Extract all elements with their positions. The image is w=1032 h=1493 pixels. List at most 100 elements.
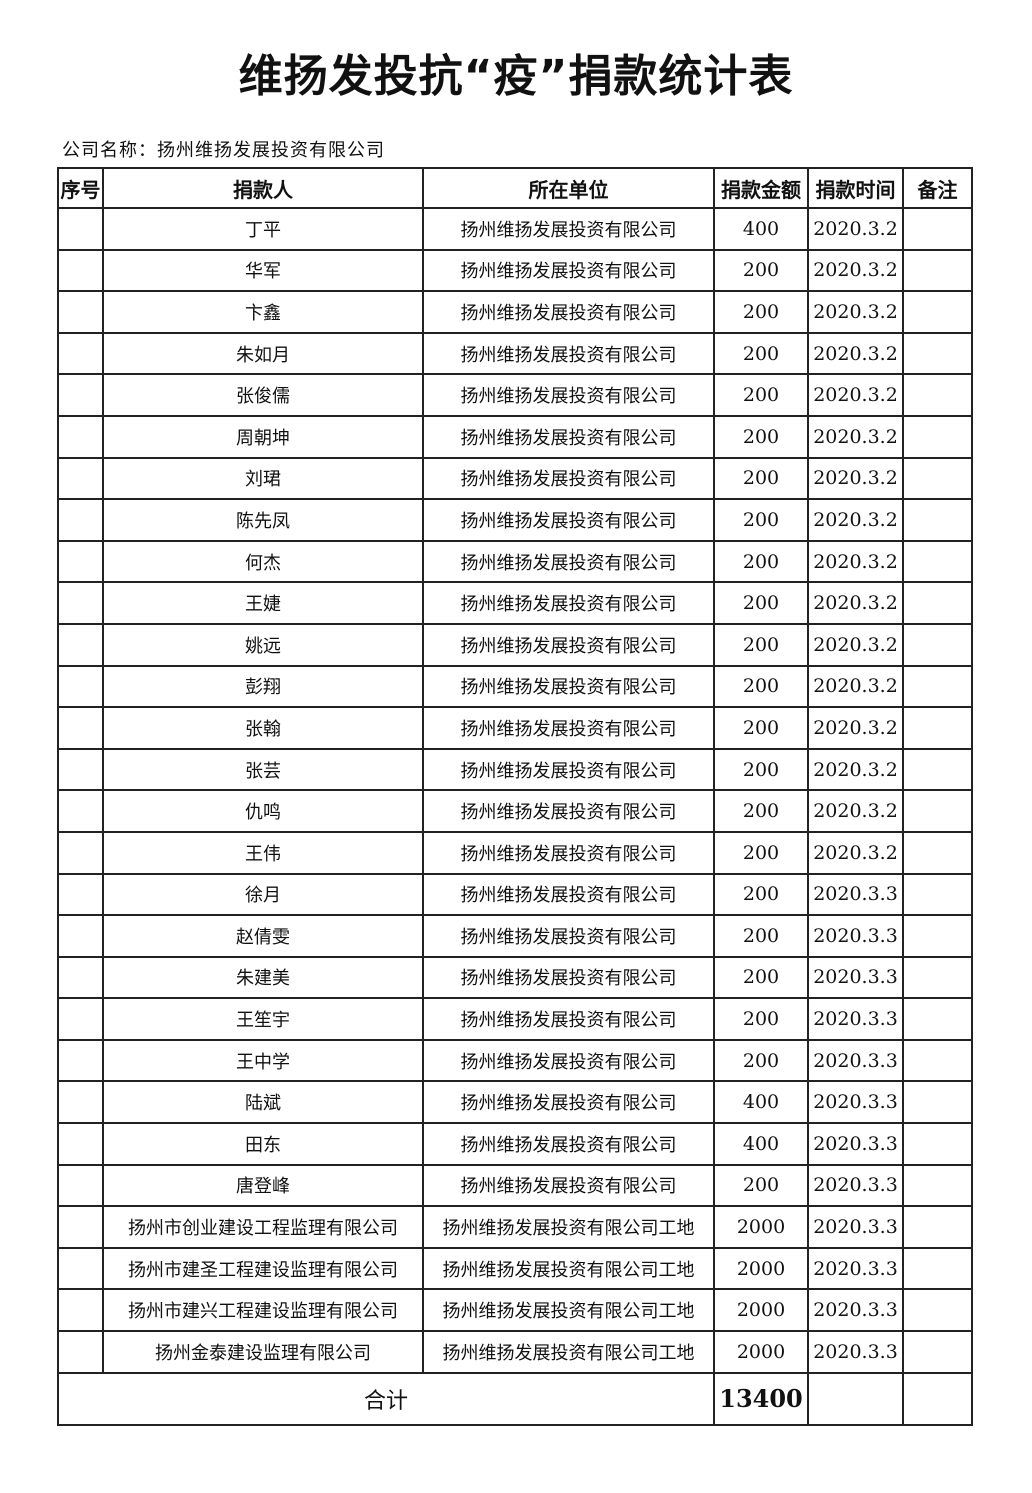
donor-unit: 扬州维扬发展投资有限公司: [422, 789, 715, 833]
header-amount: 捐款金额: [713, 167, 809, 209]
donor-name: 张芸: [102, 747, 424, 792]
donation-date: 2020.3.2: [807, 622, 904, 667]
donation-amount: 200: [713, 498, 809, 542]
donation-date: 2020.3.2: [807, 581, 904, 625]
donation-date: 2020.3.2: [807, 290, 904, 334]
row-no: [57, 207, 104, 251]
donor-name: 张翰: [102, 706, 424, 750]
row-no: [57, 955, 104, 1000]
row-no: [57, 373, 104, 417]
row-note: [902, 706, 973, 750]
row-note: [902, 664, 973, 709]
donor-name: 王中学: [102, 1038, 424, 1083]
header-unit: 所在单位: [422, 167, 715, 209]
document-title: 维扬发投抗“疫”捐款统计表: [238, 51, 794, 102]
total-row: 合计 13400: [57, 1371, 973, 1426]
donation-amount: 200: [713, 622, 809, 667]
total-amount: 13400: [713, 1371, 809, 1426]
row-no: [57, 664, 104, 709]
donor-name: 周朝坤: [102, 414, 424, 459]
donation-amount: 200: [713, 456, 809, 501]
donation-date: 2020.3.3: [807, 872, 904, 917]
header-note: 备注: [902, 167, 973, 209]
row-no: [57, 997, 104, 1041]
row-note: [902, 539, 973, 584]
donation-date: 2020.3.2: [807, 747, 904, 792]
donation-amount: 200: [713, 581, 809, 625]
donation-date: 2020.3.2: [807, 456, 904, 501]
table-row: 赵倩雯 扬州维扬发展投资有限公司 200 2020.3.3: [57, 914, 973, 958]
donor-unit: 扬州维扬发展投资有限公司: [422, 498, 715, 542]
donation-amount: 200: [713, 955, 809, 1000]
donation-amount: 400: [713, 1080, 809, 1125]
row-note: [902, 331, 973, 376]
row-no: [57, 1246, 104, 1291]
donor-unit: 扬州维扬发展投资有限公司: [422, 706, 715, 750]
donor-name: 田东: [102, 1122, 424, 1166]
donation-date: 2020.3.2: [807, 789, 904, 833]
donation-amount: 200: [713, 331, 809, 376]
row-no: [57, 706, 104, 750]
donor-name: 扬州市创业建设工程监理有限公司: [102, 1205, 424, 1249]
row-note: [902, 1163, 973, 1208]
donation-amount: 2000: [713, 1205, 809, 1249]
donor-unit: 扬州维扬发展投资有限公司: [422, 581, 715, 625]
table-row: 陆斌 扬州维扬发展投资有限公司 400 2020.3.3: [57, 1080, 973, 1125]
row-no: [57, 331, 104, 376]
donor-unit: 扬州维扬发展投资有限公司: [422, 872, 715, 917]
donation-amount: 200: [713, 664, 809, 709]
total-date: [807, 1371, 904, 1426]
row-no: [57, 789, 104, 833]
donation-date: 2020.3.3: [807, 955, 904, 1000]
donation-amount: 200: [713, 1038, 809, 1083]
donation-amount: 2000: [713, 1330, 809, 1374]
table-row: 扬州市创业建设工程监理有限公司 扬州维扬发展投资有限公司工地 2000 2020.3.…: [57, 1205, 973, 1249]
donation-amount: 200: [713, 706, 809, 750]
table-row: 扬州市建兴工程建设监理有限公司 扬州维扬发展投资有限公司工地 2000 2020.3.…: [57, 1288, 973, 1333]
donor-name: 彭翔: [102, 664, 424, 709]
donation-date: 2020.3.2: [807, 331, 904, 376]
donation-amount: 200: [713, 290, 809, 334]
donor-unit: 扬州维扬发展投资有限公司: [422, 664, 715, 709]
donor-name: 王伟: [102, 830, 424, 875]
row-no: [57, 622, 104, 667]
donation-amount: 200: [713, 747, 809, 792]
row-note: [902, 1288, 973, 1333]
table-row: 王中学 扬州维扬发展投资有限公司 200 2020.3.3: [57, 1038, 973, 1083]
donation-date: 2020.3.2: [807, 207, 904, 251]
row-no: [57, 539, 104, 584]
row-note: [902, 1246, 973, 1291]
row-note: [902, 622, 973, 667]
donation-amount: 2000: [713, 1288, 809, 1333]
table-row: 何杰 扬州维扬发展投资有限公司 200 2020.3.2: [57, 539, 973, 584]
donor-unit: 扬州维扬发展投资有限公司: [422, 248, 715, 293]
table-row: 扬州市建圣工程建设监理有限公司 扬州维扬发展投资有限公司工地 2000 2020.3.…: [57, 1246, 973, 1291]
donation-date: 2020.3.3: [807, 914, 904, 958]
header-date: 捐款时间: [807, 167, 904, 209]
donor-unit: 扬州维扬发展投资有限公司: [422, 622, 715, 667]
donor-name: 陆斌: [102, 1080, 424, 1125]
donor-name: 王笙宇: [102, 997, 424, 1041]
table-row: 朱建美 扬州维扬发展投资有限公司 200 2020.3.3: [57, 955, 973, 1000]
donor-unit: 扬州维扬发展投资有限公司工地: [422, 1246, 715, 1291]
donation-date: 2020.3.2: [807, 248, 904, 293]
donation-date: 2020.3.3: [807, 1080, 904, 1125]
row-note: [902, 373, 973, 417]
row-note: [902, 414, 973, 459]
donation-date: 2020.3.2: [807, 664, 904, 709]
row-no: [57, 248, 104, 293]
table-row: 姚远 扬州维扬发展投资有限公司 200 2020.3.2: [57, 622, 973, 667]
table-row: 王伟 扬州维扬发展投资有限公司 200 2020.3.2: [57, 830, 973, 875]
table-row: 张俊儒 扬州维扬发展投资有限公司 200 2020.3.2: [57, 373, 973, 417]
donation-date: 2020.3.3: [807, 1330, 904, 1374]
table-row: 张翰 扬州维扬发展投资有限公司 200 2020.3.2: [57, 706, 973, 750]
row-note: [902, 872, 973, 917]
donor-unit: 扬州维扬发展投资有限公司: [422, 997, 715, 1041]
row-no: [57, 1122, 104, 1166]
row-note: [902, 1330, 973, 1374]
donor-unit: 扬州维扬发展投资有限公司: [422, 1080, 715, 1125]
donor-unit: 扬州维扬发展投资有限公司: [422, 1038, 715, 1083]
donor-name: 徐月: [102, 872, 424, 917]
header-donor: 捐款人: [102, 167, 424, 209]
donation-amount: 200: [713, 872, 809, 917]
